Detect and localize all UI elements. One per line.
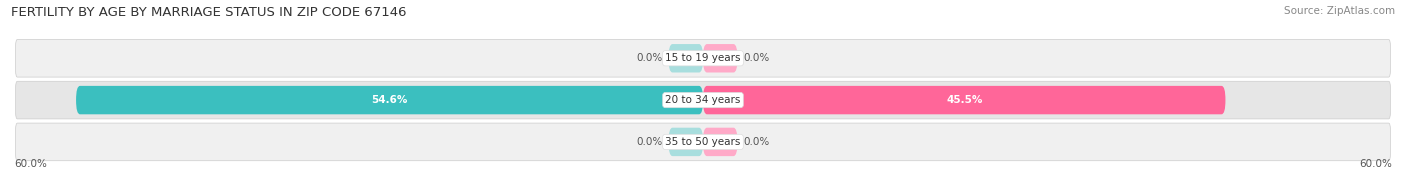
FancyBboxPatch shape — [669, 128, 703, 156]
FancyBboxPatch shape — [703, 86, 1226, 114]
FancyBboxPatch shape — [76, 86, 703, 114]
FancyBboxPatch shape — [15, 39, 1391, 77]
FancyBboxPatch shape — [703, 44, 738, 73]
Text: Source: ZipAtlas.com: Source: ZipAtlas.com — [1284, 6, 1395, 16]
FancyBboxPatch shape — [669, 44, 703, 73]
Text: 45.5%: 45.5% — [946, 95, 983, 105]
Text: FERTILITY BY AGE BY MARRIAGE STATUS IN ZIP CODE 67146: FERTILITY BY AGE BY MARRIAGE STATUS IN Z… — [11, 6, 406, 19]
FancyBboxPatch shape — [15, 123, 1391, 161]
FancyBboxPatch shape — [15, 81, 1391, 119]
Text: 60.0%: 60.0% — [1360, 160, 1392, 170]
Text: 15 to 19 years: 15 to 19 years — [665, 53, 741, 63]
Text: 0.0%: 0.0% — [637, 53, 662, 63]
Text: 35 to 50 years: 35 to 50 years — [665, 137, 741, 147]
Text: 20 to 34 years: 20 to 34 years — [665, 95, 741, 105]
Text: 60.0%: 60.0% — [14, 160, 46, 170]
Text: 0.0%: 0.0% — [637, 137, 662, 147]
Text: 0.0%: 0.0% — [744, 53, 769, 63]
FancyBboxPatch shape — [703, 128, 738, 156]
Text: 0.0%: 0.0% — [744, 137, 769, 147]
Text: 54.6%: 54.6% — [371, 95, 408, 105]
